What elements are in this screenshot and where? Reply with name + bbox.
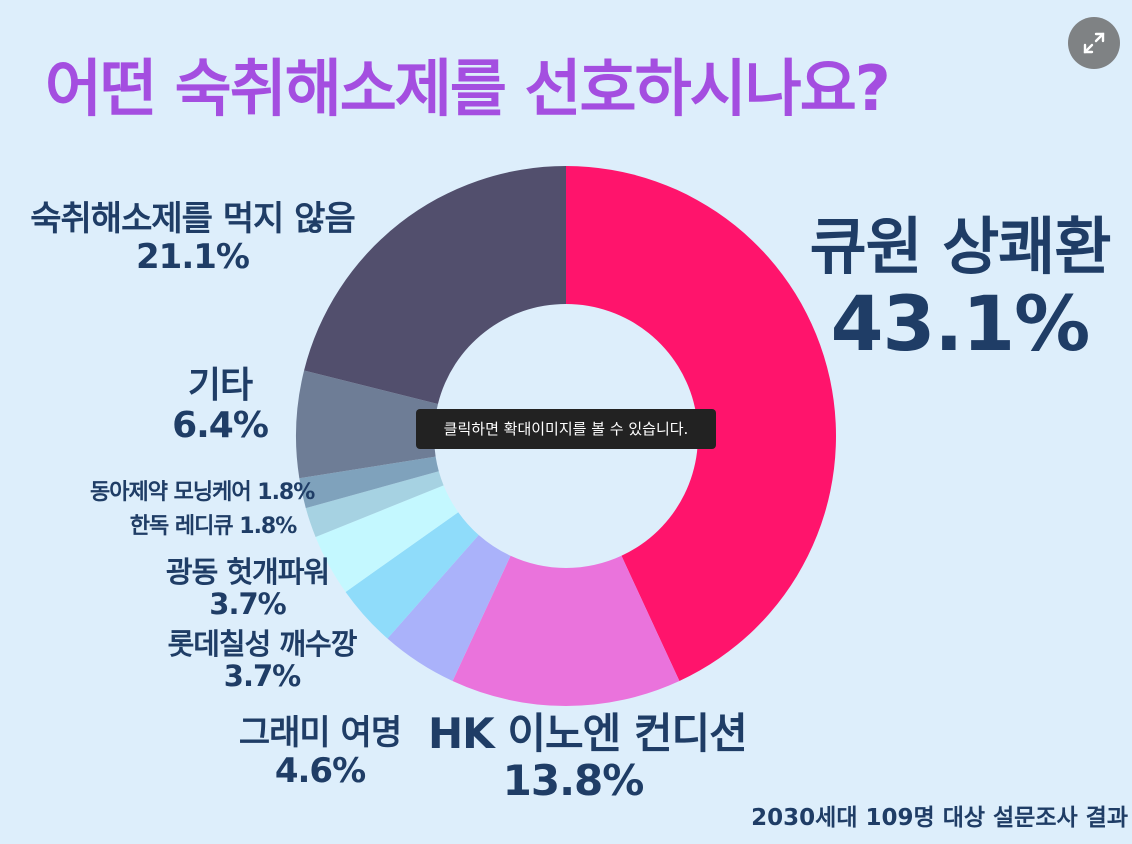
donut-slice-1 — [452, 555, 680, 706]
label-category: 한독 레디큐 — [129, 514, 234, 539]
label-category: 롯데칠성 깨수깡 — [167, 627, 358, 661]
label-category: 큐원 상쾌환 — [809, 210, 1112, 283]
label-category: 동아제약 모닝케어 — [90, 480, 252, 505]
donut-slice-7 — [296, 370, 438, 479]
donut-slice-5 — [305, 471, 444, 537]
label-category: 광동 헛개파워 — [165, 555, 330, 589]
label-value: 43.1% — [830, 279, 1091, 369]
donut-slice-6 — [299, 456, 439, 509]
label-value: 3.7% — [209, 587, 286, 622]
expand-arrows-icon — [1083, 32, 1105, 54]
zoom-tooltip: 클릭하면 확대이미지를 볼 수 있습니다. — [416, 409, 716, 449]
label-category: 기타 — [187, 365, 253, 406]
donut-slice-2 — [387, 535, 511, 682]
source-note: 2030세대 109명 대상 설문조사 결과 — [751, 805, 1128, 831]
label-slice-8: 숙취해소제를 먹지 않음 21.1% — [10, 200, 375, 276]
label-slice-0: 큐원 상쾌환 43.1% — [800, 212, 1120, 367]
chart-title: 어떤 숙취해소제를 선호하시나요? — [45, 52, 891, 125]
label-value: 1.8% — [257, 480, 315, 505]
label-value: 4.6% — [274, 751, 366, 792]
label-slice-4: 광동 헛개파워 3.7% — [165, 556, 330, 621]
donut-slice-3 — [345, 512, 479, 639]
label-value: 13.8% — [502, 756, 645, 806]
label-value: 21.1% — [136, 237, 250, 278]
label-slice-1: HK 이노엔 컨디션 13.8% — [428, 709, 748, 806]
label-value: 1.8% — [239, 514, 297, 539]
donut-slice-4 — [315, 485, 459, 592]
label-slice-6: 동아제약 모닝케어 1.8% — [90, 480, 315, 506]
label-slice-2: 그래미 여명 4.6% — [225, 714, 415, 790]
label-value: 6.4% — [172, 405, 269, 447]
label-category: 그래미 여명 — [238, 713, 402, 753]
expand-button[interactable] — [1068, 17, 1120, 69]
label-slice-3: 롯데칠성 깨수깡 3.7% — [162, 628, 362, 693]
donut-slice-8 — [304, 166, 566, 404]
label-category: 숙취해소제를 먹지 않음 — [30, 199, 355, 239]
label-value: 3.7% — [223, 659, 301, 694]
label-slice-5: 한독 레디큐 1.8% — [128, 514, 298, 540]
label-category: HK 이노엔 컨디션 — [428, 709, 748, 758]
label-slice-7: 기타 6.4% — [165, 365, 275, 447]
